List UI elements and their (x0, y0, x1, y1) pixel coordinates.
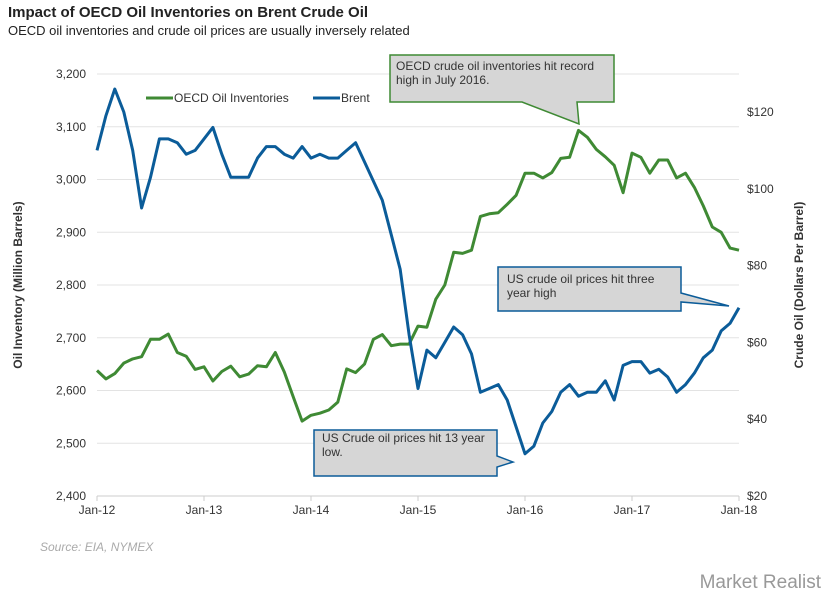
annotation-price-13-year-low-text: low. (322, 445, 343, 459)
y-tick-label: 2,900 (56, 225, 86, 239)
annotation-price-three-year-high-box (497, 266, 730, 312)
annotation-inventory-high-box (389, 54, 615, 126)
annotation-inventory-high-text: high in July 2016. (396, 73, 489, 87)
y-axis-label: Oil Inventory (Million Barrels) (11, 201, 25, 368)
x-tick-label: Jan-18 (721, 503, 758, 517)
y2-tick-label: $80 (747, 259, 767, 273)
y-tick-label: 3,000 (56, 173, 86, 187)
legend-label-brent: Brent (341, 91, 370, 105)
y2-tick-label: $20 (747, 489, 767, 503)
annotation-inventory-high-text: OECD crude oil inventories hit record (396, 59, 594, 73)
y-tick-label: 3,200 (56, 67, 86, 81)
x-tick-label: Jan-13 (186, 503, 223, 517)
x-tick-label: Jan-15 (400, 503, 437, 517)
y2-tick-label: $100 (747, 182, 774, 196)
x-tick-label: Jan-17 (614, 503, 651, 517)
y2-axis-label: Crude Oil (Dollars Per Barrel) (792, 202, 806, 369)
chart-title: Impact of OECD Oil Inventories on Brent … (8, 4, 369, 21)
annotation-price-three-year-high-text: year high (507, 286, 556, 300)
x-tick-label: Jan-14 (293, 503, 330, 517)
y-tick-label: 3,100 (56, 120, 86, 134)
annotation-price-13-year-low-box (313, 429, 516, 477)
source-note: Source: EIA, NYMEX (40, 540, 154, 554)
annotation-price-13-year-low-text: US Crude oil prices hit 13 year (322, 431, 485, 445)
y2-tick-label: $40 (747, 412, 767, 426)
y2-tick-label: $60 (747, 335, 767, 349)
y-tick-label: 2,500 (56, 436, 86, 450)
market-realist-logo: Market Realist (699, 572, 821, 593)
x-tick-label: Jan-12 (79, 503, 116, 517)
legend-label-oecd: OECD Oil Inventories (174, 91, 289, 105)
y-tick-label: 2,800 (56, 278, 86, 292)
y-tick-label: 2,600 (56, 384, 86, 398)
chart-subtitle: OECD oil inventories and crude oil price… (8, 23, 410, 38)
x-tick-label: Jan-16 (507, 503, 544, 517)
series-line-oecd-inventories (95, 128, 740, 423)
series-line-brent (95, 87, 741, 456)
annotation-price-three-year-high-text: US crude oil prices hit three (507, 272, 655, 286)
y-tick-label: 2,700 (56, 331, 86, 345)
y2-tick-label: $120 (747, 105, 774, 119)
y-tick-label: 2,400 (56, 489, 86, 503)
